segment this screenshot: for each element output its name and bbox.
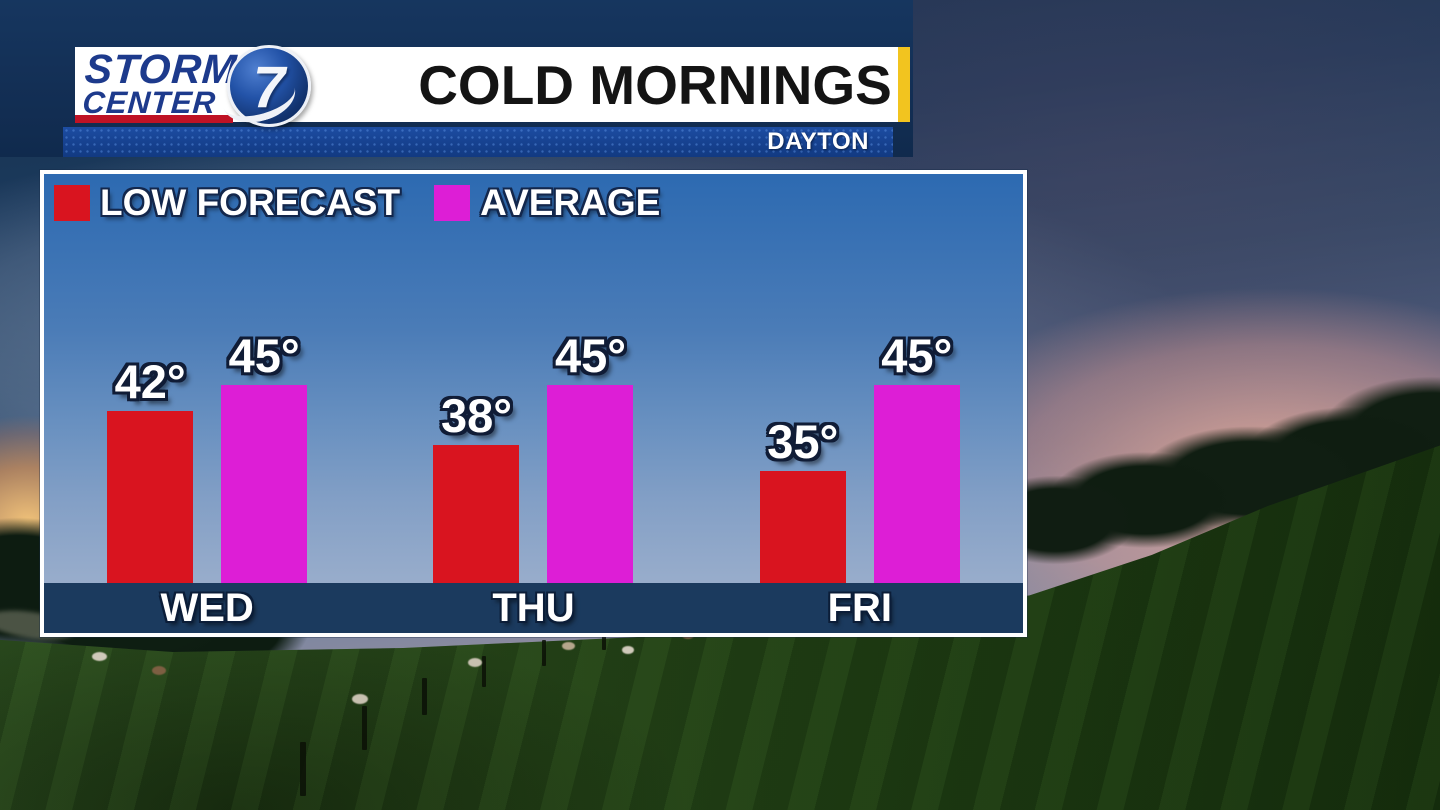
bar-value-label: 38° <box>440 389 513 442</box>
legend-label: LOW FORECAST <box>100 182 401 223</box>
fence-post <box>602 628 606 650</box>
bar-average <box>221 385 308 583</box>
title-bar: COLD MORNINGS <box>75 47 910 122</box>
axis-category-label: WED <box>160 586 254 630</box>
bar-value-label: 42° <box>114 355 186 408</box>
chart-legend: LOW FORECAST AVERAGE <box>54 182 660 224</box>
bar-value-label: 45° <box>881 329 953 382</box>
bar-average <box>873 385 960 583</box>
title-accent-stripe <box>898 47 910 122</box>
location-bar: DAYTON <box>63 127 893 157</box>
page-title: COLD MORNINGS <box>418 54 892 116</box>
axis-strip: WED THU FRI <box>44 583 1023 633</box>
fence-post <box>362 706 367 750</box>
animal-silhouette <box>562 642 575 650</box>
fence-post <box>542 640 546 666</box>
animal-silhouette <box>92 652 107 661</box>
bar-groups: 42° 45° 38° 45° 35° 45° <box>44 174 1023 583</box>
channel-number: 7 <box>252 55 286 120</box>
legend-swatch <box>54 185 90 221</box>
logo-word-storm: STORM <box>83 46 239 92</box>
bar-column: 38° <box>433 388 520 583</box>
logo-word-center: CENTER <box>81 85 218 120</box>
animal-silhouette <box>152 666 166 675</box>
fence-post <box>422 678 427 715</box>
bar-value-label: 45° <box>228 329 300 382</box>
animal-silhouette <box>468 658 482 667</box>
axis-category-label: FRI <box>827 586 893 630</box>
channel-7-badge: 7 <box>227 45 311 127</box>
fence-post <box>482 656 486 687</box>
bar-low-forecast <box>759 471 846 583</box>
logo-red-underline <box>75 115 233 123</box>
fence-post <box>300 742 306 796</box>
bar-value-label: 45° <box>554 329 627 382</box>
bar-average <box>547 385 634 583</box>
bar-column: 45° <box>547 328 634 583</box>
bar-group-fri: 35° 45° <box>697 328 1023 583</box>
legend-swatch <box>434 185 471 221</box>
header-plate: COLD MORNINGS DAYTON STORM CENTER 7 <box>0 0 913 157</box>
bar-group-thu: 38° 45° <box>370 328 696 583</box>
legend-label: AVERAGE <box>480 182 661 223</box>
axis-category-label: THU <box>492 586 575 630</box>
bar-low-forecast <box>107 411 194 583</box>
bar-low-forecast <box>433 445 520 583</box>
chart-panel: 42° 45° 38° 45° 35° 45° WED THU FRI LOW FORECAS… <box>40 170 1027 637</box>
animal-silhouette <box>622 646 634 654</box>
station-logo: STORM CENTER <box>81 46 239 120</box>
bar-value-label: 35° <box>767 415 839 468</box>
legend-item-average: AVERAGE <box>434 182 660 224</box>
bar-column: 45° <box>873 328 960 583</box>
bar-group-wed: 42° 45° <box>44 328 370 583</box>
legend-item-low-forecast: LOW FORECAST <box>54 182 400 224</box>
bar-column: 45° <box>221 328 308 583</box>
bar-column: 35° <box>759 414 846 583</box>
location-label: DAYTON <box>767 128 869 155</box>
animal-silhouette <box>352 694 368 704</box>
bar-column: 42° <box>107 354 194 583</box>
